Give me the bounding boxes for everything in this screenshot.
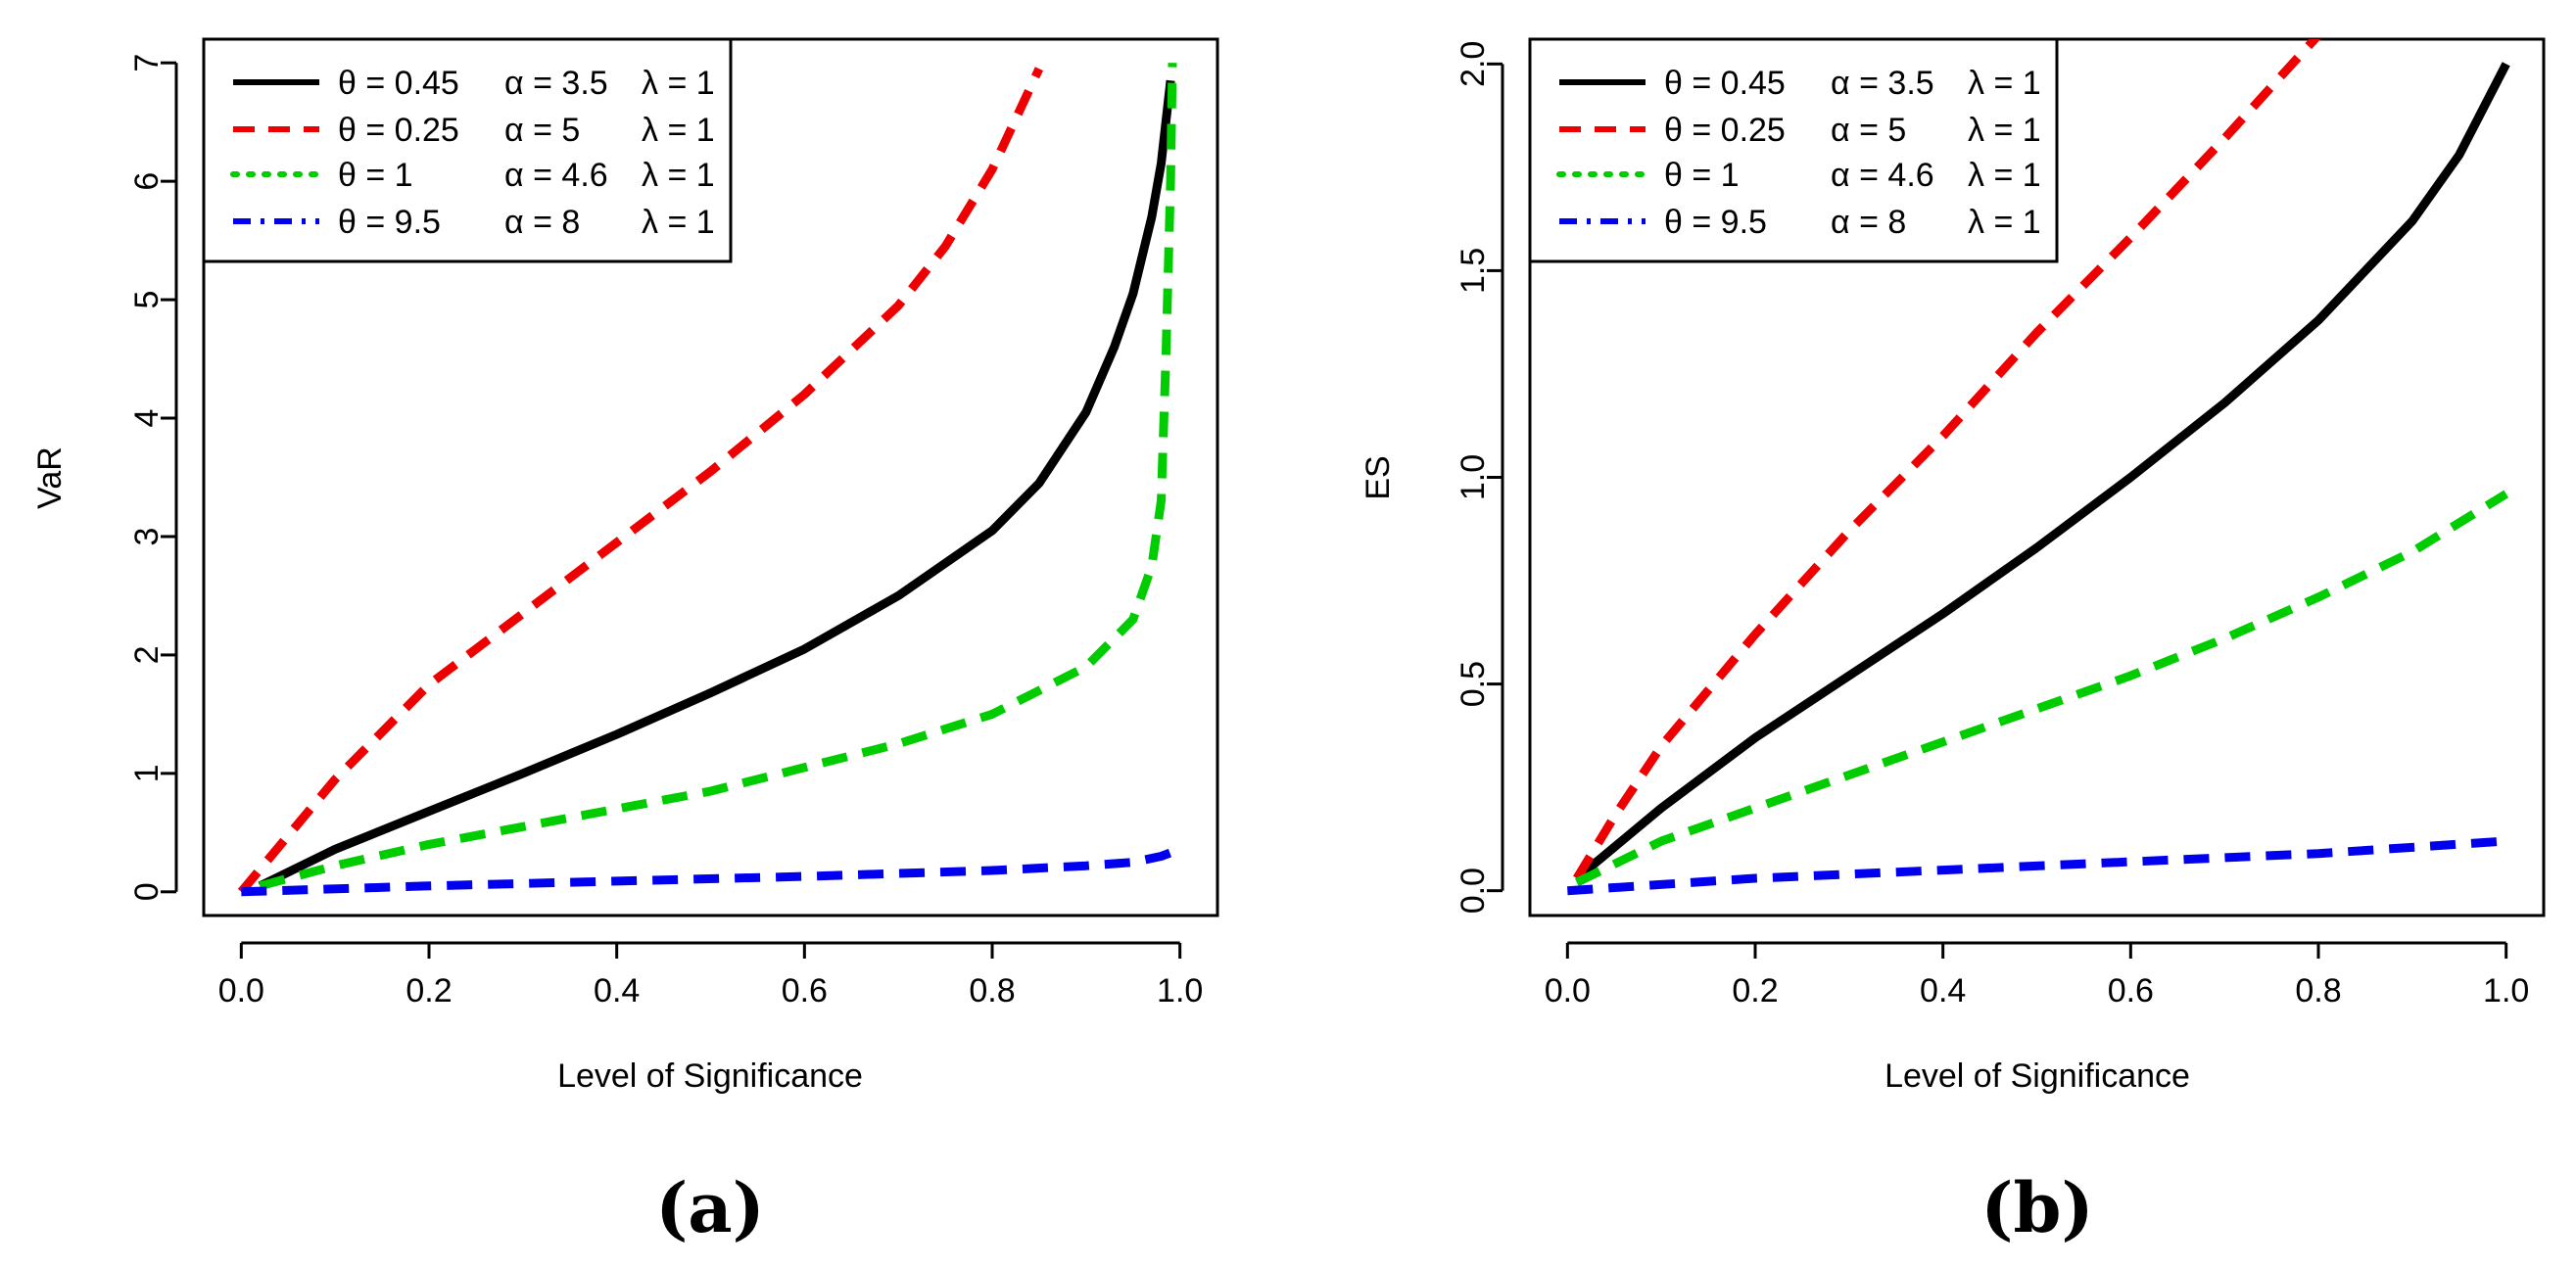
x-tick-label: 0.4 [594, 972, 640, 1010]
legend-theta: θ = 0.25 [338, 112, 459, 149]
y-tick-label: 6 [128, 172, 166, 191]
y-tick-label: 1.0 [1455, 454, 1492, 500]
series-line [1574, 62, 2510, 882]
legend-alpha: α = 4.6 [504, 157, 608, 194]
legend-alpha: α = 3.5 [1831, 65, 1934, 102]
series-line [1574, 490, 2509, 887]
chart-panel-a: θ = 0.45 α = 3.5 λ = 1 θ = 0.25 α = 5 λ … [31, 37, 1219, 1248]
legend-theta: θ = 1 [338, 157, 413, 194]
legend-theta: θ = 0.25 [1664, 112, 1786, 149]
legend-lambda: λ = 1 [1968, 65, 2041, 102]
x-tick-label: 1.0 [2483, 972, 2529, 1010]
x-tick-label: 0.2 [1732, 972, 1778, 1010]
legend-lambda: λ = 1 [1968, 157, 2041, 194]
series-line [241, 848, 1172, 897]
x-tick-label: 0.8 [969, 972, 1015, 1010]
y-tick-label: 5 [128, 291, 166, 309]
legend-lambda: λ = 1 [642, 204, 715, 241]
legend-entry: θ = 1 α = 4.6 λ = 1 [230, 157, 715, 194]
y-tick-label: 3 [128, 528, 166, 546]
legend-alpha: α = 5 [1831, 112, 1906, 149]
x-tick-label: 0.6 [2108, 972, 2154, 1010]
y-tick-label: 2.0 [1455, 41, 1492, 87]
legend-theta: θ = 9.5 [1664, 204, 1767, 241]
series-line [1573, 39, 2321, 881]
x-axis-title: Level of Significance [1884, 1057, 2190, 1095]
x-tick-label: 0.2 [405, 972, 452, 1010]
legend: θ = 0.45 α = 3.5 λ = 1 θ = 0.25 α = 5 λ … [202, 37, 733, 263]
x-tick-label: 0.0 [1545, 972, 1591, 1010]
legend-entry: θ = 0.45 α = 3.5 λ = 1 [233, 65, 715, 102]
x-tick-label: 0.8 [2295, 972, 2341, 1010]
legend-theta: θ = 0.45 [1664, 65, 1786, 102]
legend-entry: θ = 9.5 α = 8 λ = 1 [233, 204, 715, 241]
series-line [237, 67, 1043, 895]
x-axis: 0.0 0.2 0.4 0.6 0.8 1.0 [218, 941, 1203, 1010]
y-tick-label: 0.5 [1455, 661, 1492, 707]
y-tick-label: 7 [128, 54, 166, 72]
legend-theta: θ = 9.5 [338, 204, 441, 241]
panel-label: (a) [655, 1167, 765, 1248]
y-tick-label: 1.5 [1455, 248, 1492, 294]
legend-alpha: α = 8 [504, 204, 580, 241]
legend: θ = 0.45 α = 3.5 λ = 1 θ = 0.25 α = 5 λ … [1528, 37, 2059, 263]
y-axis: 0.0 0.5 1.0 1.5 2.0 [1455, 41, 1504, 914]
y-tick-label: 1 [128, 764, 166, 782]
y-tick-label: 4 [128, 409, 166, 428]
series-line [1567, 836, 2506, 896]
x-axis: 0.0 0.2 0.4 0.6 0.8 1.0 [1545, 941, 2529, 1010]
legend-box [1528, 37, 2059, 263]
y-axis-title: VaR [31, 446, 69, 509]
legend-box [202, 37, 733, 263]
y-tick-label: 0 [128, 882, 166, 901]
legend-lambda: λ = 1 [642, 112, 715, 149]
x-axis-title: Level of Significance [557, 1057, 863, 1095]
x-tick-label: 0.4 [1920, 972, 1966, 1010]
legend-theta: θ = 0.45 [338, 65, 459, 102]
legend-lambda: λ = 1 [1968, 204, 2041, 241]
x-tick-label: 0.6 [782, 972, 828, 1010]
legend-entry: θ = 1 α = 4.6 λ = 1 [1556, 157, 2041, 194]
series-layer [237, 63, 1177, 897]
legend-entry: θ = 9.5 α = 8 λ = 1 [1559, 204, 2041, 241]
chart-panel-b: θ = 0.45 α = 3.5 λ = 1 θ = 0.25 α = 5 λ … [1360, 37, 2546, 1248]
legend-lambda: λ = 1 [642, 65, 715, 102]
series-layer [1567, 39, 2510, 896]
legend-lambda: λ = 1 [642, 157, 715, 194]
legend-alpha: α = 8 [1831, 204, 1906, 241]
legend-entry: θ = 0.45 α = 3.5 λ = 1 [1559, 65, 2041, 102]
legend-entry: θ = 0.25 α = 5 λ = 1 [1559, 112, 2041, 149]
panel-label: (b) [1980, 1167, 2093, 1248]
legend-entry: θ = 0.25 α = 5 λ = 1 [233, 112, 715, 149]
legend-alpha: α = 4.6 [1831, 157, 1934, 194]
x-tick-label: 0.0 [218, 972, 264, 1010]
legend-lambda: λ = 1 [1968, 112, 2041, 149]
y-axis-title: ES [1360, 455, 1397, 499]
series-line [259, 63, 1177, 891]
legend-alpha: α = 3.5 [504, 65, 608, 102]
legend-theta: θ = 1 [1664, 157, 1740, 194]
y-tick-label: 2 [128, 645, 166, 664]
y-tick-label: 0.0 [1455, 868, 1492, 914]
series-line [258, 79, 1175, 890]
legend-alpha: α = 5 [504, 112, 580, 149]
x-tick-label: 1.0 [1157, 972, 1203, 1010]
y-axis: 0 1 2 3 4 5 6 7 [128, 54, 178, 901]
